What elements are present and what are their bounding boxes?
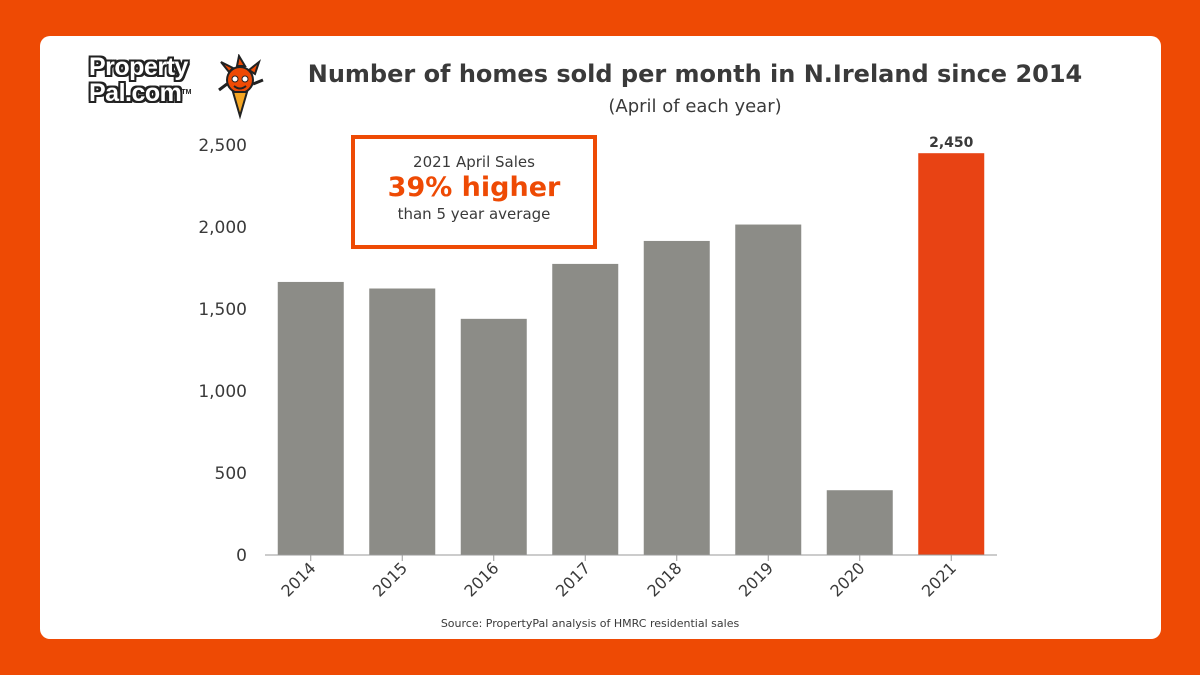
bar-2015 [369,288,436,555]
chart-card: Property Pal.comTM Number of homes sold … [40,36,1161,639]
x-tick-label: 2015 [369,558,411,600]
callout-box: 2021 April Sales 39% higher than 5 year … [351,135,597,249]
bar-2020 [826,490,893,555]
x-tick-label: 2021 [918,558,960,600]
data-labels: 2,450 [929,135,974,151]
y-tick-label: 1,500 [198,300,247,320]
chart-subtitle: (April of each year) [608,96,782,117]
bar-2018 [643,240,710,555]
bar-2016 [460,318,527,555]
bar-2021 [918,153,985,555]
bar-2014 [277,281,344,555]
mascot-icon [218,54,264,120]
y-tick-label: 500 [215,464,247,484]
propertypal-logo: Property Pal.comTM [89,54,264,120]
logo-trademark: TM [181,89,192,96]
source-note: Source: PropertyPal analysis of HMRC res… [440,617,740,630]
y-tick-label: 2,500 [198,136,247,156]
callout-footnote: than 5 year average [397,205,551,223]
logo-line2: Pal.com [89,79,182,107]
x-tick-label: 2017 [552,558,594,600]
logo-wordmark: Property Pal.comTM [89,54,191,106]
data-label: 2,450 [929,135,974,151]
y-tick-label: 2,000 [198,218,247,238]
x-tick-label: 2018 [643,558,685,600]
callout-heading: 2021 April Sales [413,153,535,171]
x-axis: 2014 2015 2016 2017 2018 2019 2020 2021 [277,555,960,601]
chart-title: Number of homes sold per month in N.Irel… [307,60,1083,88]
x-tick-label: 2016 [460,558,502,600]
y-tick-label: 0 [236,546,247,566]
y-tick-label: 1,000 [198,382,247,402]
logo-line1: Property [89,53,188,81]
bars [277,153,985,556]
bar-2019 [735,224,802,556]
x-tick-label: 2019 [735,558,777,600]
y-axis: 0 500 1,000 1,500 2,000 2,500 [198,136,247,566]
callout-highlight: 39% higher [387,172,561,203]
bar-2017 [552,263,619,555]
x-tick-label: 2020 [826,558,868,600]
x-tick-label: 2014 [277,558,319,600]
